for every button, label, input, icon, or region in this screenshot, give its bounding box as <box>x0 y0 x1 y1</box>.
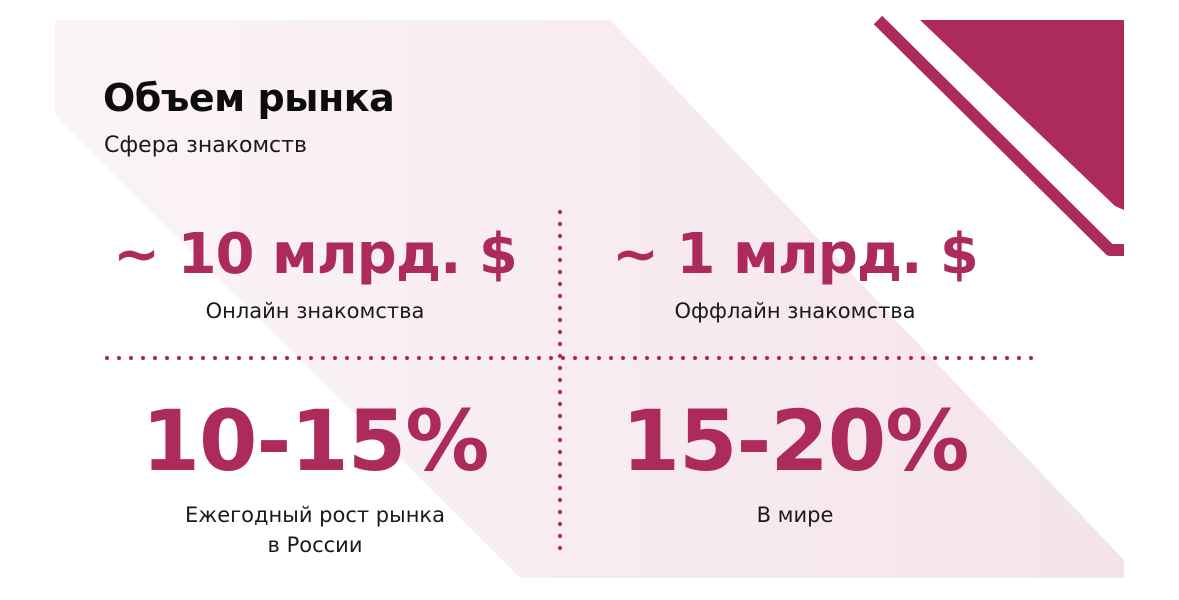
stat-caption-world-growth: В мире <box>580 500 1010 530</box>
stat-value-russia-growth: 10-15% <box>141 392 490 490</box>
stat-caption-line: Онлайн знакомства <box>205 299 425 323</box>
page-title: Объем рынка <box>103 76 395 120</box>
page-subtitle: Сфера знакомств <box>104 133 307 158</box>
corner-outline-shape <box>873 15 1124 256</box>
stat-caption-online: Онлайн знакомства <box>100 296 530 326</box>
stat-value-online: ~ 10 млрд. $ <box>113 222 518 287</box>
stat-value-offline: ~ 1 млрд. $ <box>612 222 979 287</box>
stat-caption-line: в России <box>267 533 363 557</box>
stat-caption-russia-growth: Ежегодный рост рынка в России <box>100 500 530 560</box>
stat-caption-line: Оффлайн знакомства <box>674 299 916 323</box>
stat-caption-line: Ежегодный рост рынка <box>185 503 445 527</box>
stat-caption-offline: Оффлайн знакомства <box>580 296 1010 326</box>
stat-caption-line: В мире <box>756 503 834 527</box>
background-band <box>55 20 1124 578</box>
corner-triangle-shape <box>920 20 1124 210</box>
stat-value-world-growth: 15-20% <box>621 392 970 490</box>
